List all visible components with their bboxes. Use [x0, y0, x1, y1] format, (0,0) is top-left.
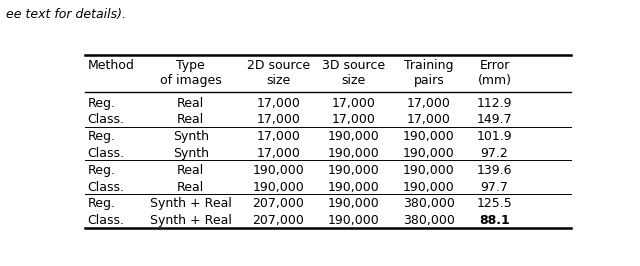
- Text: Error
(mm): Error (mm): [477, 59, 511, 86]
- Text: Reg.: Reg.: [88, 197, 115, 210]
- Text: 190,000: 190,000: [328, 164, 380, 177]
- Text: Real: Real: [177, 164, 204, 177]
- Text: ee text for details).: ee text for details).: [6, 8, 127, 21]
- Text: 380,000: 380,000: [403, 214, 455, 227]
- Text: 112.9: 112.9: [477, 97, 512, 110]
- Text: 17,000: 17,000: [256, 113, 300, 126]
- Text: 17,000: 17,000: [332, 97, 376, 110]
- Text: Real: Real: [177, 181, 204, 194]
- Text: Synth: Synth: [173, 147, 209, 160]
- Text: 17,000: 17,000: [407, 113, 451, 126]
- Text: Method: Method: [88, 59, 134, 72]
- Text: 190,000: 190,000: [252, 181, 304, 194]
- Text: 190,000: 190,000: [403, 181, 455, 194]
- Text: 3D source
size: 3D source size: [322, 59, 385, 86]
- Text: Class.: Class.: [88, 181, 124, 194]
- Text: 139.6: 139.6: [477, 164, 512, 177]
- Text: Synth: Synth: [173, 130, 209, 143]
- Text: Reg.: Reg.: [88, 164, 115, 177]
- Text: 125.5: 125.5: [477, 197, 513, 210]
- Text: 190,000: 190,000: [403, 164, 455, 177]
- Text: Synth + Real: Synth + Real: [150, 214, 232, 227]
- Text: 2D source
size: 2D source size: [246, 59, 310, 86]
- Text: 190,000: 190,000: [252, 164, 304, 177]
- Text: 101.9: 101.9: [477, 130, 512, 143]
- Text: 17,000: 17,000: [407, 97, 451, 110]
- Text: Real: Real: [177, 113, 204, 126]
- Text: Class.: Class.: [88, 113, 124, 126]
- Text: 97.7: 97.7: [481, 181, 508, 194]
- Text: Real: Real: [177, 97, 204, 110]
- Text: 190,000: 190,000: [328, 214, 380, 227]
- Text: Synth + Real: Synth + Real: [150, 197, 232, 210]
- Text: 149.7: 149.7: [477, 113, 512, 126]
- Text: 207,000: 207,000: [252, 197, 304, 210]
- Text: 190,000: 190,000: [403, 147, 455, 160]
- Text: 190,000: 190,000: [328, 147, 380, 160]
- Text: 17,000: 17,000: [256, 130, 300, 143]
- Text: 190,000: 190,000: [403, 130, 455, 143]
- Text: 207,000: 207,000: [252, 214, 304, 227]
- Text: 190,000: 190,000: [328, 130, 380, 143]
- Text: 97.2: 97.2: [481, 147, 508, 160]
- Text: Class.: Class.: [88, 147, 124, 160]
- Text: 17,000: 17,000: [256, 97, 300, 110]
- Text: Reg.: Reg.: [88, 97, 115, 110]
- Text: 380,000: 380,000: [403, 197, 455, 210]
- Text: Reg.: Reg.: [88, 130, 115, 143]
- Text: 88.1: 88.1: [479, 214, 510, 227]
- Text: 190,000: 190,000: [328, 181, 380, 194]
- Text: Training
pairs: Training pairs: [404, 59, 454, 86]
- Text: Class.: Class.: [88, 214, 124, 227]
- Text: 17,000: 17,000: [256, 147, 300, 160]
- Text: 190,000: 190,000: [328, 197, 380, 210]
- Text: 17,000: 17,000: [332, 113, 376, 126]
- Text: Type
of images: Type of images: [160, 59, 221, 86]
